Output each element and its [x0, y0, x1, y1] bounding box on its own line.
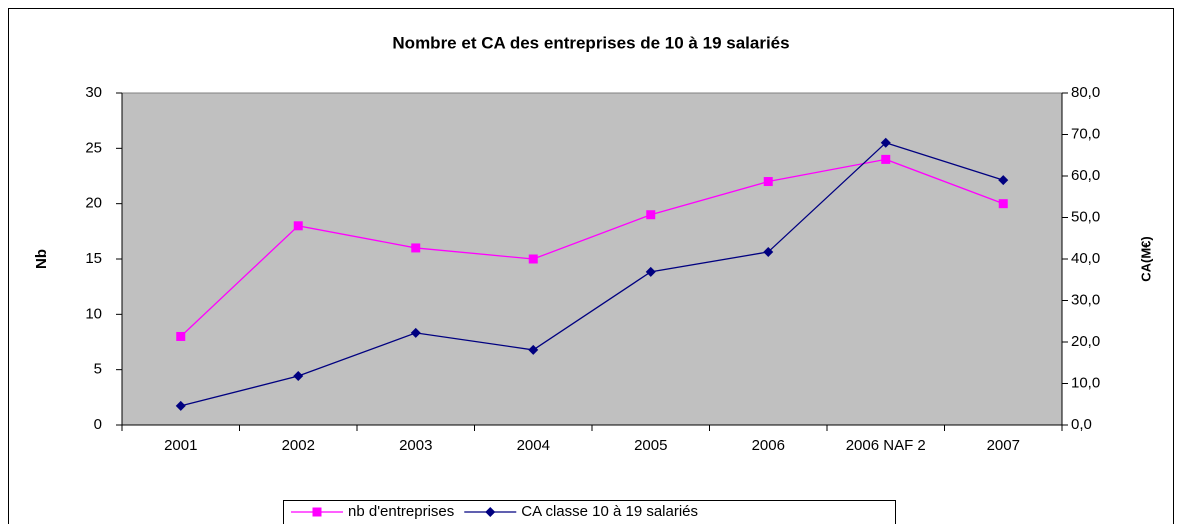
legend-label: CA classe 10 à 19 salariés	[521, 503, 698, 520]
y2-tick-label: 0,0	[1071, 416, 1092, 433]
x-tick-label: 2002	[281, 437, 315, 454]
y-tick-label: 20	[85, 195, 102, 212]
data-point	[293, 221, 303, 231]
y-tick-label: 10	[85, 305, 102, 322]
y2-tick-label: 30,0	[1071, 291, 1100, 308]
y2-tick-label: 40,0	[1071, 250, 1100, 267]
y-tick-label: 0	[94, 416, 102, 433]
data-point	[176, 331, 186, 341]
legend-marker	[485, 507, 496, 517]
y-tick-label: 15	[85, 250, 102, 267]
data-point	[645, 266, 656, 277]
data-point	[293, 371, 304, 382]
y-tick-label: 30	[85, 84, 102, 101]
y2-axis-label: CA(M€)	[1138, 236, 1153, 282]
data-point	[410, 327, 421, 338]
data-point	[411, 243, 421, 253]
data-point	[763, 177, 773, 187]
chart-title: Nombre et CA des entreprises de 10 à 19 …	[392, 33, 789, 52]
x-tick-label: 2006 NAF 2	[845, 437, 926, 454]
data-point	[880, 137, 891, 148]
data-point	[763, 246, 774, 257]
data-point	[998, 175, 1009, 186]
y2-tick-label: 60,0	[1071, 167, 1100, 184]
legend-label: nb d'entreprises	[348, 503, 454, 520]
series-line	[180, 142, 1004, 407]
y-tick-label: 25	[85, 139, 102, 156]
y2-tick-label: 10,0	[1071, 374, 1100, 391]
legend-box	[283, 500, 896, 524]
y2-tick-label: 50,0	[1071, 208, 1100, 225]
data-point	[646, 210, 656, 220]
x-tick-label: 2005	[634, 437, 668, 454]
x-tick-label: 2007	[986, 437, 1020, 454]
data-point	[175, 400, 186, 411]
series-line	[180, 158, 1004, 337]
y2-tick-label: 80,0	[1071, 84, 1100, 101]
data-point	[528, 254, 538, 264]
x-tick-label: 2006	[751, 437, 785, 454]
data-point	[998, 199, 1008, 209]
data-point	[528, 344, 539, 355]
y2-tick-label: 70,0	[1071, 125, 1100, 142]
y2-tick-label: 20,0	[1071, 333, 1100, 350]
x-tick-label: 2001	[164, 437, 198, 454]
x-tick-label: 2004	[516, 437, 550, 454]
y-axis-label: Nb	[33, 249, 50, 269]
data-point	[881, 154, 891, 164]
x-tick-label: 2003	[399, 437, 433, 454]
legend-marker	[312, 507, 322, 517]
y-tick-label: 5	[94, 361, 102, 378]
